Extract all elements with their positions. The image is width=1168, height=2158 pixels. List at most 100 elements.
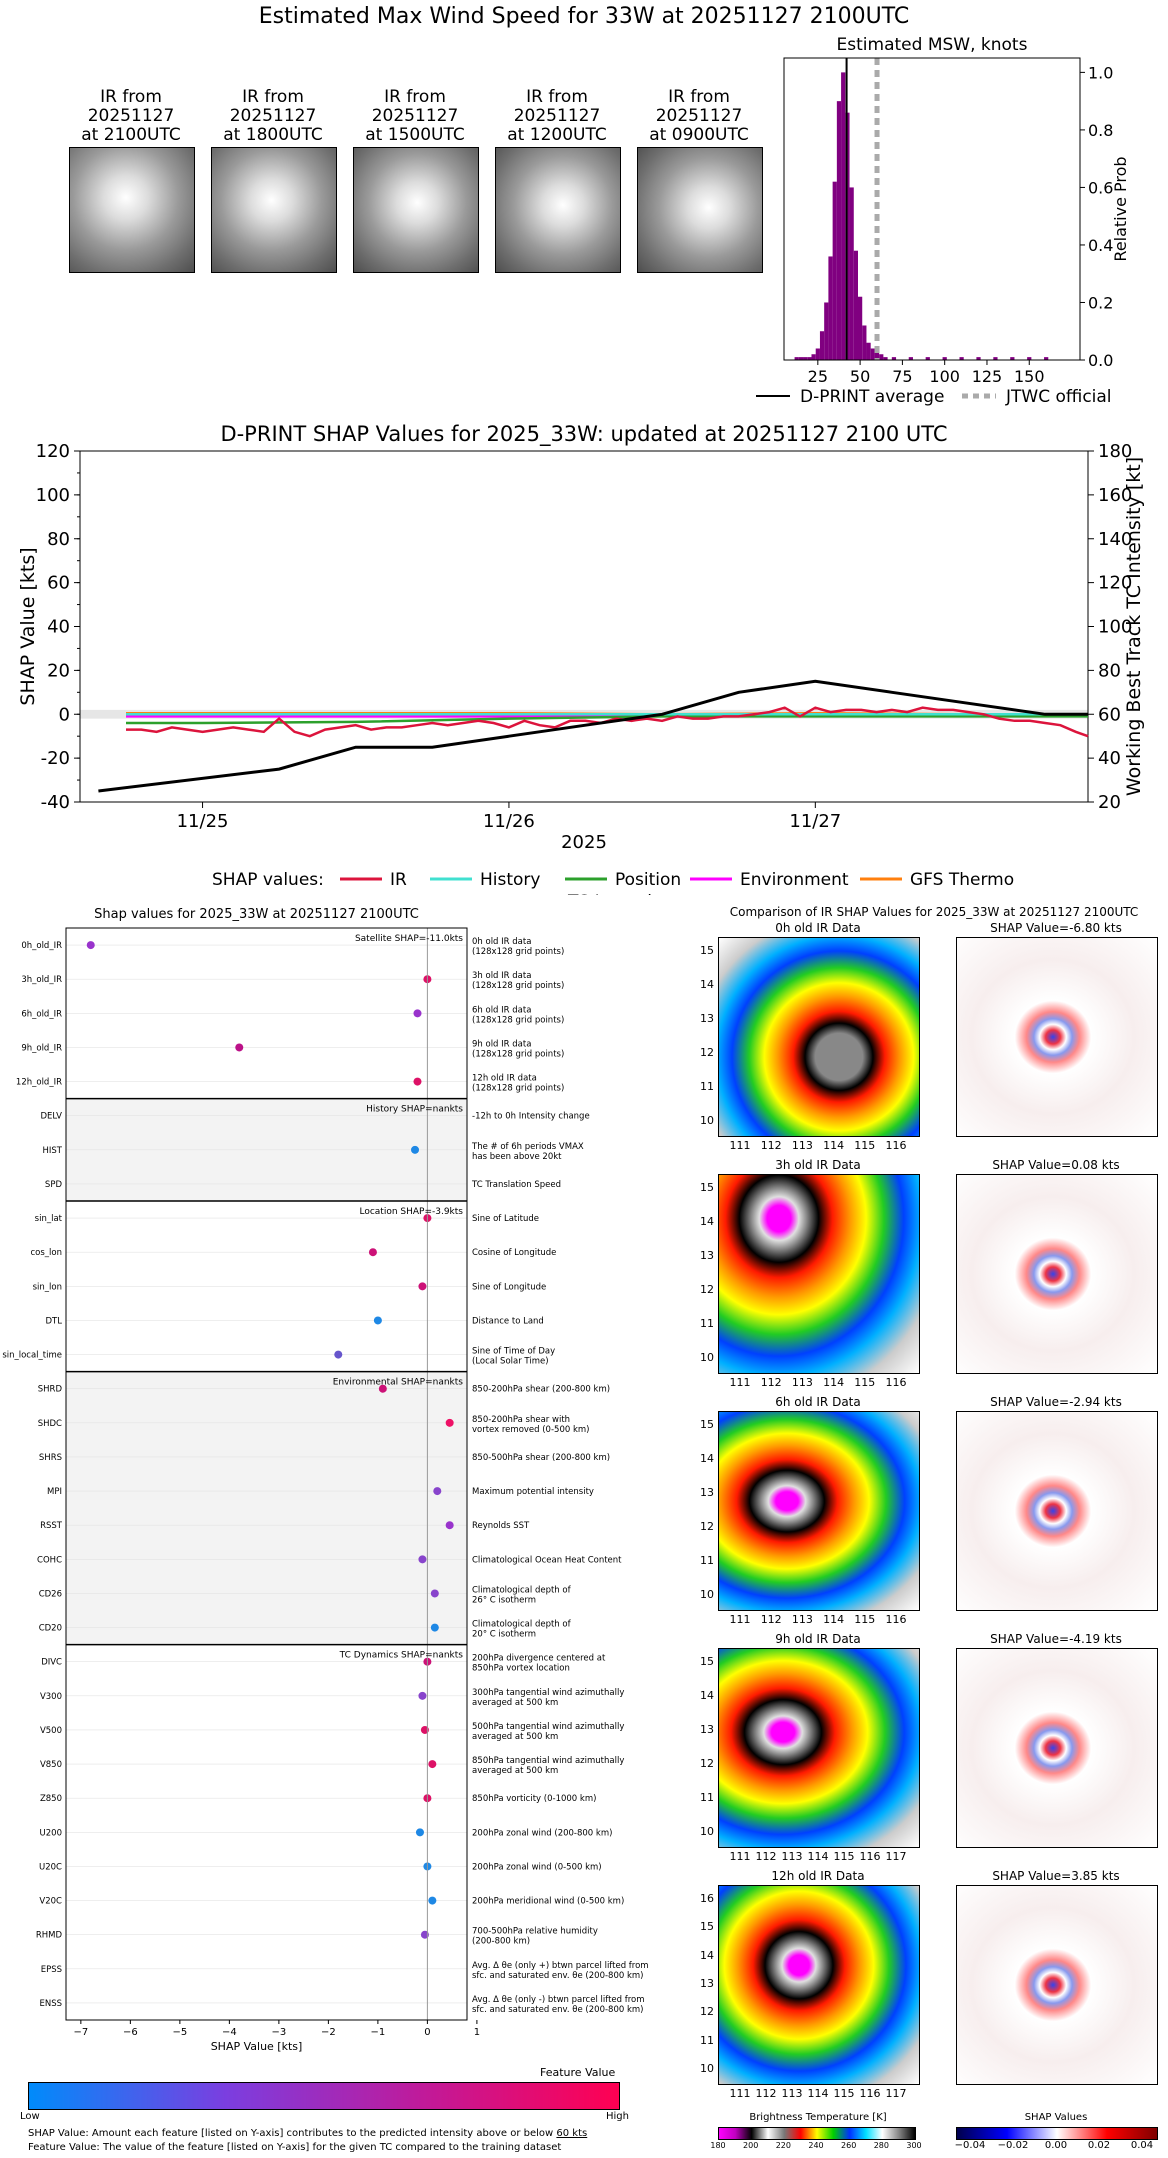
- timeseries-ytick-label: 20: [47, 660, 70, 681]
- brightness-temp-label: Brightness Temperature [K]: [749, 2112, 887, 2123]
- ir-ytick-label: 15: [700, 944, 714, 957]
- tc-intensity-line: [98, 679, 1088, 793]
- scatter-frame: [65, 927, 468, 2021]
- legend-label: IR: [390, 870, 407, 890]
- thumbnail-title-line: at 1200UTC: [507, 125, 607, 145]
- feature-label: DIVC: [41, 1658, 62, 1668]
- feature-point: [433, 1487, 442, 1496]
- series-line-position: [126, 715, 1088, 725]
- feature-desc: -12h to 0h Intensity change: [472, 1112, 590, 1122]
- histogram-bar: [811, 354, 816, 360]
- scatter-xtick-label: −2: [321, 2027, 336, 2038]
- group-shap-label: Environmental SHAP=nankts: [333, 1378, 464, 1388]
- ir-ytick-label: 14: [700, 978, 714, 991]
- shap-values-tick: −0.02: [997, 2140, 1029, 2151]
- thumbnail-title-line: at 0900UTC: [649, 125, 749, 145]
- ir-row-title: 3h old IR Data: [775, 1158, 861, 1172]
- feature-point: [411, 1145, 420, 1154]
- feature-point: [445, 1521, 454, 1530]
- timeseries-y2tick-label: 60: [1098, 704, 1121, 725]
- feature-desc: 200hPa divergence centered at: [472, 1654, 606, 1664]
- feature-desc: averaged at 500 km: [472, 1732, 558, 1742]
- histogram-xtick-label: 75: [892, 367, 912, 386]
- feature-point: [334, 1350, 343, 1359]
- histogram-bar: [836, 101, 842, 361]
- ir-xtick-label: 116: [859, 1850, 881, 1863]
- thumbnail-title: IR from 20251127 at 1500UTC: [350, 88, 480, 145]
- thumbnail-title-line: 20251127: [87, 106, 175, 126]
- ir-xtick-label: 114: [823, 1376, 845, 1389]
- feature-desc: Avg. Δ θe (only -) btwn parcel lifted fr…: [472, 1995, 645, 2005]
- ir-xtick-label: 116: [885, 1376, 907, 1389]
- histogram-ytick-label: 1.0: [1088, 63, 1113, 82]
- feature-point: [428, 1896, 437, 1905]
- feature-point: [430, 1589, 439, 1598]
- ir-xtick-label: 114: [823, 1139, 845, 1152]
- ir-ytick-label: 11: [700, 1317, 714, 1330]
- feature-desc: (128x128 grid points): [472, 981, 564, 991]
- thumbnail-title-line: 20251127: [513, 106, 601, 126]
- histogram-bar: [824, 302, 829, 360]
- ir-ytick-label: 10: [700, 1588, 714, 1601]
- ir-xtick-label: 113: [791, 1376, 813, 1389]
- ir-xtick-label: 113: [791, 1139, 813, 1152]
- timeseries-xtick-label: 11/27: [789, 811, 841, 832]
- brightness-temp-tick: 180: [710, 2141, 726, 2150]
- timeseries-y2tick-label: 40: [1098, 748, 1121, 769]
- histogram-bar: [815, 348, 820, 360]
- feature-point: [373, 1316, 382, 1325]
- ir-ytick-label: 12: [700, 1283, 714, 1296]
- feature-desc: (200-800 km): [472, 1937, 530, 1947]
- histogram-bar: [1010, 357, 1015, 360]
- feature-desc: (128x128 grid points): [472, 1015, 564, 1025]
- ir-xtick-label: 112: [760, 1376, 782, 1389]
- feature-desc: 850hPa vortex location: [472, 1664, 570, 1674]
- ir-row-title: 6h old IR Data: [775, 1395, 861, 1409]
- shap-values-tick: 0.04: [1130, 2140, 1154, 2151]
- group-shap-label: Location SHAP=-3.9kts: [359, 1207, 463, 1217]
- histogram-bar: [891, 357, 897, 360]
- feature-desc: 500hPa tangential wind azimuthally: [472, 1722, 624, 1732]
- timeseries-ytick-label: 40: [47, 617, 70, 638]
- shap-row-title: SHAP Value=3.85 kts: [992, 1869, 1120, 1883]
- histogram-bar: [807, 357, 812, 360]
- thumbnail-title-line: 20251127: [371, 106, 459, 126]
- ir-image: [718, 1411, 920, 1611]
- feature-desc: TC Translation Speed: [471, 1180, 561, 1190]
- histogram-title: Estimated MSW, knots: [837, 35, 1028, 55]
- histogram-bar: [879, 354, 884, 360]
- feature-point: [378, 1384, 387, 1393]
- footnote-feature: Feature Value: The value of the feature …: [28, 2142, 562, 2153]
- feature-shap-scatter: Shap values for 2025_33W at 20251127 210…: [2, 907, 648, 2053]
- timeseries-y2label: Working Best Track TC Intensity [kt]: [1123, 457, 1145, 796]
- brightness-temp-tick: 300: [906, 2141, 922, 2150]
- ir-panel-title: Comparison of IR SHAP Values for 2025_33…: [729, 905, 1139, 919]
- ir-ytick-label: 14: [700, 1948, 714, 1962]
- ir-xtick-label: 111: [729, 1613, 751, 1626]
- ir-row-title: 0h old IR Data: [775, 921, 861, 935]
- feature-desc: 850hPa tangential wind azimuthally: [472, 1756, 624, 1766]
- timeseries-ytick-label: 120: [36, 441, 70, 462]
- feature-point: [413, 1077, 422, 1086]
- histogram-bar: [976, 357, 981, 360]
- histogram-bar: [853, 250, 858, 360]
- feature-desc: Distance to Land: [472, 1316, 544, 1326]
- feature-desc: averaged at 500 km: [472, 1698, 558, 1708]
- ir-ytick-label: 16: [700, 1892, 714, 1905]
- timeseries-ytick-label: -40: [41, 792, 70, 813]
- thumbnail-title-line: at 2100UTC: [81, 125, 181, 145]
- feature-desc: Maximum potential intensity: [472, 1487, 594, 1497]
- feature-label: CD26: [39, 1589, 62, 1599]
- shap-values-tick: 0.02: [1087, 2140, 1111, 2151]
- histogram-ytick-label: 0.6: [1088, 178, 1113, 197]
- shap-row-title: SHAP Value=-6.80 kts: [990, 921, 1122, 935]
- feature-desc: Sine of Time of Day: [472, 1347, 555, 1357]
- feature-label: HIST: [43, 1146, 63, 1156]
- histogram-xtick-label: 150: [1014, 367, 1045, 386]
- ir-xtick-label: 115: [833, 1850, 855, 1863]
- ir-ytick-label: 13: [700, 1012, 714, 1025]
- feature-label: Z850: [40, 1794, 62, 1804]
- legend-label: Position: [615, 870, 681, 890]
- scatter-xtick-label: 1: [474, 2027, 480, 2038]
- legend-label-intensity: TC Intensity: [567, 892, 669, 895]
